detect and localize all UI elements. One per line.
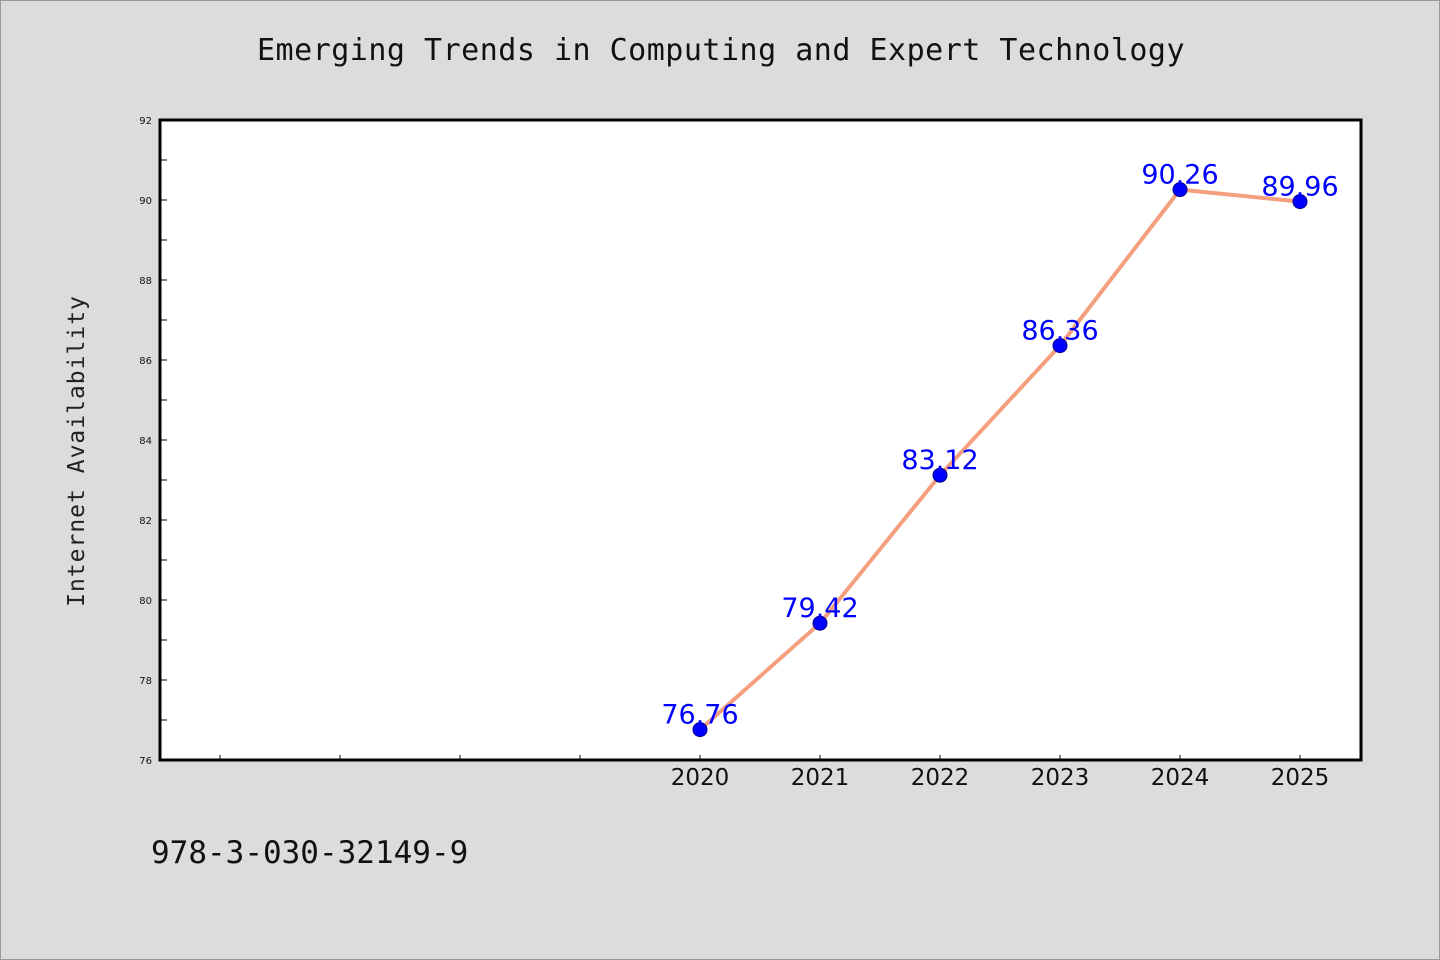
data-label: 76.76 xyxy=(661,700,738,731)
data-label: 79.42 xyxy=(781,593,858,624)
data-label: 83.12 xyxy=(901,445,978,476)
data-point xyxy=(1292,194,1308,210)
isbn-text: 978-3-030-32149-9 xyxy=(151,835,469,871)
data-label: 86.36 xyxy=(1021,316,1098,347)
plot-area xyxy=(158,118,1363,762)
y-tick-label: 76 xyxy=(139,756,152,767)
data-point xyxy=(932,467,948,483)
data-label: 90.26 xyxy=(1141,160,1218,191)
y-tick-label: 84 xyxy=(139,436,152,447)
chart-title: Emerging Trends in Computing and Expert … xyxy=(256,33,1186,68)
x-tick-label: 2023 xyxy=(1031,765,1090,791)
x-axis: 2020 2021 2022 2023 2024 2025 xyxy=(219,755,1330,791)
x-tick-label: 2024 xyxy=(1151,765,1210,791)
series-line xyxy=(698,187,1301,732)
y-tick-label: 90 xyxy=(139,196,152,207)
y-tick-label: 86 xyxy=(139,356,152,367)
data-point xyxy=(812,615,828,631)
data-label: 89.96 xyxy=(1261,172,1338,203)
y-tick-label: 88 xyxy=(139,276,152,287)
data-point xyxy=(1172,182,1188,198)
y-tick-label: 80 xyxy=(139,596,152,607)
x-tick-label: 2025 xyxy=(1271,765,1330,791)
x-tick-label: 2020 xyxy=(671,765,730,791)
y-axis: 76 78 80 82 84 86 88 90 92 xyxy=(139,116,167,767)
y-tick-label: 92 xyxy=(139,116,152,127)
data-point xyxy=(692,722,708,738)
data-point xyxy=(1052,338,1068,354)
y-tick-label: 82 xyxy=(139,516,152,527)
data-points xyxy=(692,182,1308,738)
x-tick-label: 2022 xyxy=(911,765,970,791)
y-tick-label: 78 xyxy=(139,676,152,687)
x-tick-label: 2021 xyxy=(791,765,850,791)
data-labels: 76.76 79.42 83.12 86.36 90.26 89.96 xyxy=(661,160,1338,731)
